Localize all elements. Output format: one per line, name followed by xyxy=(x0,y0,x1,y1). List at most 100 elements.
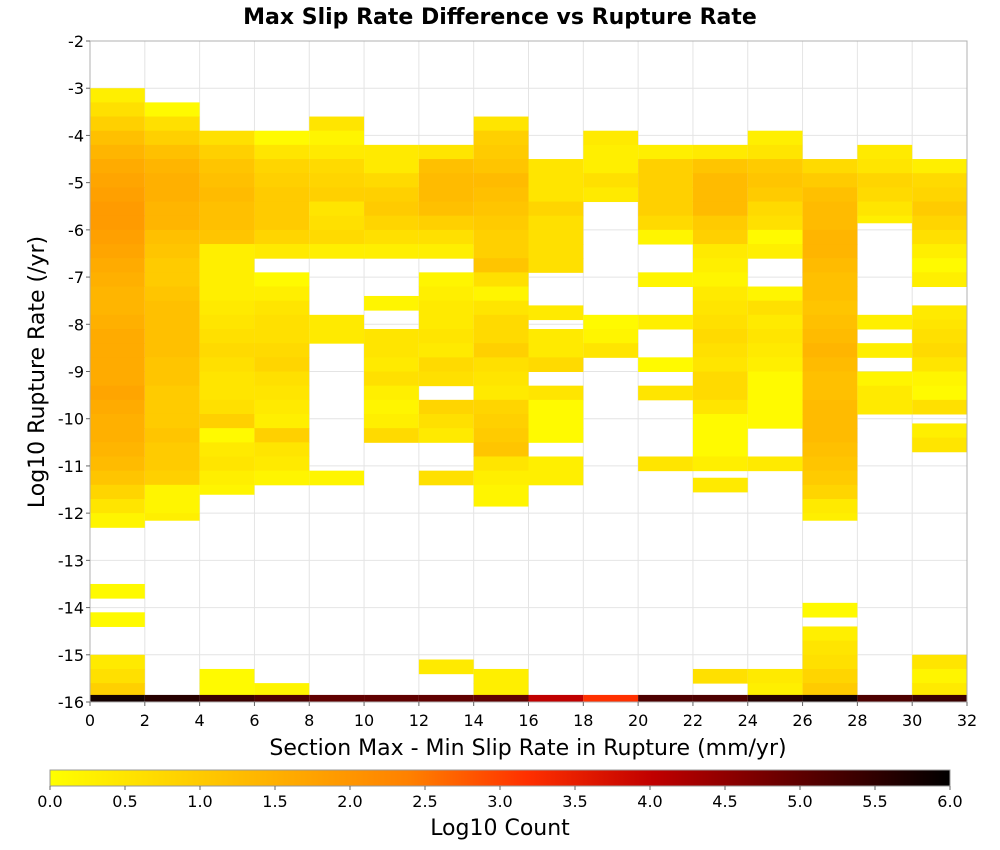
heatmap-cell xyxy=(418,413,474,429)
heatmap-cell xyxy=(90,343,145,358)
heatmap-cell xyxy=(692,286,748,302)
heatmap-cell xyxy=(802,484,858,500)
heatmap-cell xyxy=(309,694,365,703)
heatmap-cell xyxy=(912,399,967,415)
heatmap-cell xyxy=(747,456,803,472)
x-tick-label: 2 xyxy=(140,711,150,730)
heatmap-cell xyxy=(309,173,365,188)
x-tick-label: 32 xyxy=(957,711,977,730)
heatmap-cell xyxy=(528,258,584,273)
heatmap-cell xyxy=(199,428,255,443)
heatmap-cell xyxy=(199,385,255,401)
heatmap-cell xyxy=(418,286,474,302)
x-tick-label: 6 xyxy=(249,711,259,730)
heatmap-cell xyxy=(747,173,803,188)
y-tick-label: -8 xyxy=(68,315,84,334)
heatmap-cell xyxy=(747,343,803,358)
x-tick-label: 14 xyxy=(464,711,484,730)
heatmap-cell xyxy=(199,413,255,429)
heatmap-cell xyxy=(144,498,200,514)
x-tick-label: 20 xyxy=(628,711,648,730)
heatmap-cell xyxy=(802,272,858,288)
heatmap-cell xyxy=(857,144,913,160)
heatmap-cell xyxy=(692,215,748,231)
heatmap-cell xyxy=(254,694,310,703)
heatmap-cell xyxy=(144,442,200,457)
heatmap-cell xyxy=(418,371,474,387)
heatmap-cell xyxy=(144,513,200,521)
heatmap-cell xyxy=(912,437,967,453)
heatmap-cell xyxy=(144,215,200,231)
heatmap-cell xyxy=(199,272,255,288)
heatmap-cell xyxy=(692,144,748,160)
heatmap-cell xyxy=(583,187,639,203)
heatmap-cell xyxy=(90,102,145,118)
heatmap-cell xyxy=(692,258,748,273)
heatmap-cell xyxy=(528,215,584,231)
heatmap-cell xyxy=(144,258,200,273)
heatmap-cell xyxy=(747,413,803,429)
heatmap-cell xyxy=(747,229,803,245)
heatmap-cell xyxy=(90,484,145,500)
heatmap-cell xyxy=(418,201,474,217)
heatmap-cell xyxy=(90,413,145,429)
heatmap-cell xyxy=(254,159,310,174)
heatmap-cell xyxy=(802,159,858,174)
heatmap-cell xyxy=(90,442,145,457)
heatmap-cell xyxy=(90,286,145,302)
heatmap-cell xyxy=(473,428,529,443)
colorbar-tick-label: 2.5 xyxy=(412,792,437,811)
heatmap-cell xyxy=(692,159,748,174)
heatmap-cell xyxy=(802,258,858,273)
x-tick-label: 12 xyxy=(409,711,429,730)
heatmap-cell xyxy=(418,343,474,358)
heatmap-cell xyxy=(802,244,858,259)
heatmap-cell xyxy=(802,602,858,618)
heatmap-cell xyxy=(692,187,748,203)
heatmap-cell xyxy=(418,428,474,443)
heatmap-cell xyxy=(747,371,803,387)
heatmap-cell xyxy=(802,513,858,521)
heatmap-cell xyxy=(912,244,967,259)
heatmap-cell xyxy=(90,314,145,330)
heatmap-cell xyxy=(418,694,474,703)
heatmap-cell xyxy=(418,659,474,675)
heatmap-cell xyxy=(583,144,639,174)
heatmap-cell xyxy=(802,286,858,302)
heatmap-cell xyxy=(528,244,584,259)
heatmap-cell xyxy=(90,371,145,387)
heatmap-cell xyxy=(747,286,803,302)
heatmap-cell xyxy=(638,215,693,231)
heatmap-cell xyxy=(473,442,529,457)
heatmap-cell xyxy=(199,144,255,160)
heatmap-cell xyxy=(199,286,255,302)
heatmap-cell xyxy=(802,329,858,344)
heatmap-cell xyxy=(364,413,419,429)
heatmap-cell xyxy=(692,442,748,457)
heatmap-cell xyxy=(528,187,584,203)
x-tick-label: 26 xyxy=(792,711,812,730)
heatmap-cell xyxy=(747,357,803,372)
heatmap-cell xyxy=(309,144,365,160)
heatmap-cell xyxy=(912,423,967,439)
heatmap-cell xyxy=(199,130,255,146)
heatmap-cell xyxy=(747,683,803,696)
heatmap-cell xyxy=(144,144,200,160)
heatmap-cell xyxy=(583,329,639,344)
heatmap-cell xyxy=(473,130,529,146)
heatmap-cell xyxy=(638,694,693,703)
heatmap-cell xyxy=(144,385,200,401)
heatmap-cell xyxy=(90,456,145,472)
heatmap-cell xyxy=(90,159,145,174)
heatmap-cell xyxy=(473,399,529,415)
heatmap-cell xyxy=(692,201,748,217)
heatmap-cell xyxy=(90,272,145,288)
heatmap-cell xyxy=(364,329,419,344)
heatmap-cell xyxy=(857,385,913,401)
heatmap-cell xyxy=(857,173,913,188)
heatmap-cell xyxy=(254,173,310,188)
heatmap-cell xyxy=(802,314,858,330)
heatmap-cell xyxy=(90,244,145,259)
heatmap-cell xyxy=(473,456,529,472)
heatmap-cell xyxy=(418,357,474,372)
